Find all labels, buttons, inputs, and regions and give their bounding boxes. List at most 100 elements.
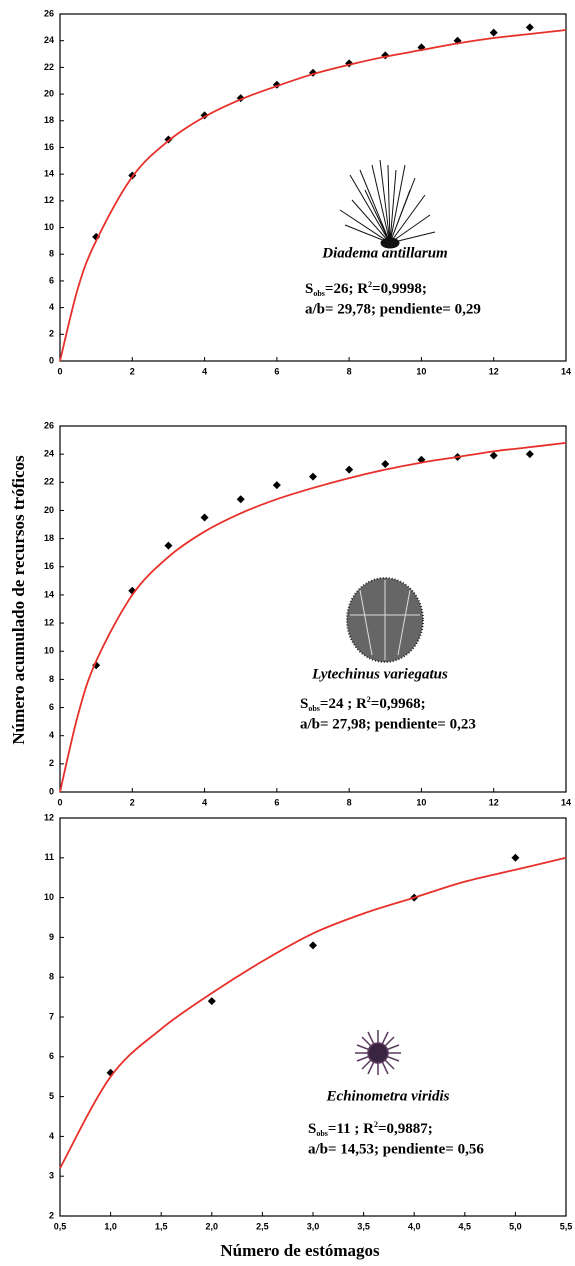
- fit-stats: Sobs=11 ; R2=0,9887;: [308, 1120, 433, 1138]
- species-name: Echinometra viridis: [326, 1088, 450, 1104]
- fit-curve: [59, 441, 567, 793]
- y-tick-label: 12: [44, 812, 54, 822]
- y-tick-label: 0: [49, 786, 54, 796]
- y-tick-label: 0: [49, 355, 54, 365]
- fit-stats-part: =0,9968;: [371, 696, 426, 712]
- y-tick-label: 10: [44, 646, 54, 656]
- y-axis-label: Número acumulado de recursos tróficos: [9, 455, 28, 745]
- y-tick-label: 6: [49, 275, 54, 285]
- urchin-icon: [339, 159, 436, 249]
- fit-stats-part: =0,9998;: [372, 281, 427, 297]
- data-point: [200, 513, 209, 522]
- data-point: [525, 23, 534, 32]
- x-tick-label: 1,0: [104, 1221, 117, 1231]
- data-point: [309, 941, 317, 950]
- x-tick-label: 0: [57, 366, 62, 376]
- x-tick-label: 12: [489, 797, 499, 807]
- y-tick-label: 6: [49, 702, 54, 712]
- x-tick-label: 5,0: [509, 1221, 522, 1231]
- y-tick-label: 18: [44, 533, 54, 543]
- x-tick-label: 4: [202, 797, 207, 807]
- y-tick-label: 14: [44, 169, 54, 179]
- y-tick-label: 18: [44, 115, 54, 125]
- data-point: [207, 997, 216, 1006]
- data-point: [309, 472, 317, 481]
- fit-stats-part: =11 ; R: [328, 1121, 374, 1137]
- y-tick-label: 5: [49, 1091, 54, 1101]
- fit-stats: a/b= 29,78; pendiente= 0,29: [305, 301, 481, 317]
- x-tick-label: 6: [274, 797, 279, 807]
- urchin-icon: [346, 577, 424, 663]
- fit-stats-part: 2: [367, 695, 371, 704]
- y-tick-label: 16: [44, 142, 54, 152]
- fit-stats: Sobs=26; R2=0,9998;: [305, 280, 427, 298]
- x-tick-label: 6: [274, 366, 279, 376]
- fit-stats-part: =24 ; R: [320, 696, 367, 712]
- data-point: [525, 450, 534, 459]
- x-tick-label: 14: [561, 366, 571, 376]
- y-tick-label: 20: [44, 505, 54, 515]
- y-tick-label: 12: [44, 195, 54, 205]
- fit-stats-part: obs: [308, 704, 320, 713]
- x-tick-label: 8: [347, 797, 352, 807]
- y-tick-label: 24: [44, 35, 54, 45]
- y-tick-label: 10: [44, 892, 54, 902]
- plot-frame: [59, 425, 567, 793]
- y-tick-label: 22: [44, 477, 54, 487]
- y-tick-label: 11: [44, 852, 54, 862]
- fit-curve: [59, 29, 567, 362]
- data-point: [236, 495, 245, 504]
- x-tick-label: 2: [130, 366, 135, 376]
- data-point: [272, 481, 281, 490]
- fit-stats-part: 2: [374, 1120, 378, 1129]
- fit-stats: a/b= 27,98; pendiente= 0,23: [300, 716, 476, 732]
- plot-frame: [59, 13, 567, 362]
- y-tick-label: 20: [44, 88, 54, 98]
- urchin-icon: [355, 1030, 401, 1075]
- y-tick-label: 8: [49, 249, 54, 259]
- species-name: Lytechinus variegatus: [311, 666, 448, 682]
- x-tick-label: 2: [130, 797, 135, 807]
- y-tick-label: 26: [44, 8, 54, 18]
- x-tick-label: 4,5: [459, 1221, 472, 1231]
- y-tick-label: 4: [49, 730, 54, 740]
- x-tick-label: 2,0: [206, 1221, 219, 1231]
- y-tick-label: 2: [49, 758, 54, 768]
- y-tick-label: 12: [44, 617, 54, 627]
- data-point: [345, 465, 354, 474]
- y-tick-label: 10: [44, 222, 54, 232]
- x-axis-label: Número de estómagos: [220, 1241, 380, 1260]
- y-tick-label: 6: [49, 1051, 54, 1061]
- data-point: [489, 28, 498, 37]
- y-tick-label: 8: [49, 674, 54, 684]
- data-point: [164, 541, 173, 550]
- data-point: [489, 451, 498, 460]
- x-tick-label: 12: [489, 366, 499, 376]
- x-tick-label: 14: [561, 797, 571, 807]
- y-tick-label: 16: [44, 561, 54, 571]
- fit-curve: [59, 856, 567, 1169]
- x-tick-label: 2,5: [256, 1221, 269, 1231]
- x-tick-label: 3,5: [357, 1221, 370, 1231]
- fit-stats-part: S: [305, 281, 313, 297]
- y-tick-label: 3: [49, 1171, 54, 1181]
- x-tick-label: 0: [57, 797, 62, 807]
- fit-stats-part: obs: [316, 1129, 328, 1138]
- y-tick-label: 24: [44, 449, 54, 459]
- fit-stats-part: obs: [313, 289, 325, 298]
- fit-stats-part: 2: [368, 280, 372, 289]
- fit-stats-part: =0,9887;: [378, 1121, 433, 1137]
- y-tick-label: 2: [49, 329, 54, 339]
- y-tick-label: 4: [49, 1131, 54, 1141]
- y-tick-label: 22: [44, 62, 54, 72]
- x-tick-label: 10: [416, 797, 426, 807]
- fit-stats-part: S: [308, 1121, 316, 1137]
- y-tick-label: 9: [49, 932, 54, 942]
- species-name: Diadema antillarum: [321, 245, 447, 261]
- y-tick-label: 26: [44, 420, 54, 430]
- data-point: [381, 460, 390, 469]
- data-point: [511, 853, 520, 862]
- y-tick-label: 7: [49, 1011, 54, 1021]
- y-tick-label: 4: [49, 302, 54, 312]
